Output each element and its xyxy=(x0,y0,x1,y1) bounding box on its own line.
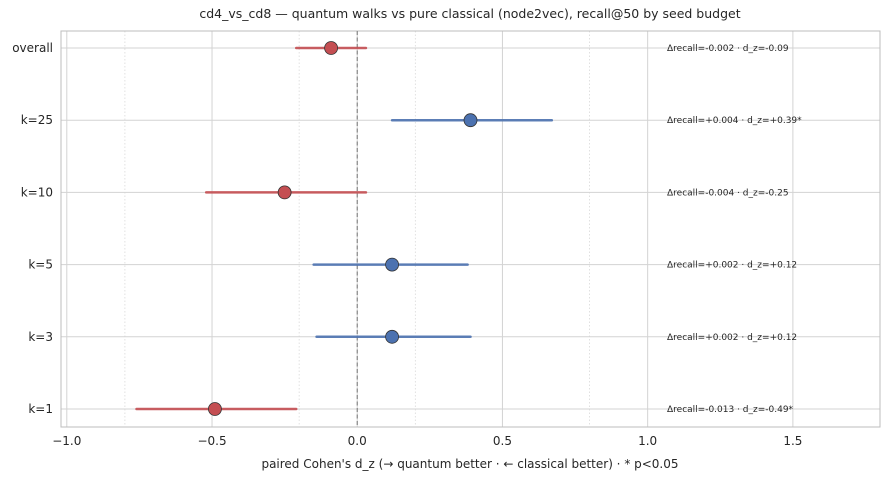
x-tick-label: 1.5 xyxy=(783,434,802,448)
effect-points xyxy=(208,41,478,416)
x-axis-ticks: −1.0 −0.5 0.0 0.5 1.0 1.5 xyxy=(52,434,802,448)
y-tick-label: k=1 xyxy=(28,402,53,416)
chart-title: cd4_vs_cd8 — quantum walks vs pure class… xyxy=(199,6,740,21)
effect-point-0 xyxy=(324,41,338,55)
x-tick-label: 1.0 xyxy=(638,434,657,448)
x-axis-label: paired Cohen's d_z (→ quantum better · ←… xyxy=(261,457,678,471)
x-tick-label: 0.5 xyxy=(493,434,512,448)
row-annotations: Δrecall=-0.002 · d_z=-0.09 Δrecall=+0.004… xyxy=(667,44,802,415)
row-annotation: Δrecall=-0.013 · d_z=-0.49* xyxy=(667,405,794,415)
major-gridlines xyxy=(61,31,880,427)
x-tick-label: 0.0 xyxy=(348,434,367,448)
y-axis-ticks: overall k=25 k=10 k=5 k=3 k=1 xyxy=(12,41,53,416)
y-tick-label: overall xyxy=(12,41,53,55)
effect-point-4 xyxy=(385,329,399,344)
effect-point-3 xyxy=(385,257,399,272)
plot-frame xyxy=(60,30,881,428)
confidence-intervals xyxy=(135,46,554,411)
effect-point-5 xyxy=(208,402,222,416)
x-tick-label: −0.5 xyxy=(197,434,226,448)
effect-point-2 xyxy=(277,185,292,200)
x-tick-label: −1.0 xyxy=(52,434,81,448)
row-annotation: Δrecall=+0.002 · d_z=+0.12 xyxy=(667,333,797,343)
y-tick-label: k=3 xyxy=(28,330,53,344)
minor-gridlines xyxy=(124,31,590,427)
y-tick-label: k=5 xyxy=(28,258,53,272)
row-annotation: Δrecall=+0.004 · d_z=+0.39* xyxy=(667,116,802,126)
row-annotation: Δrecall=-0.004 · d_z=-0.25 xyxy=(667,188,789,198)
row-annotation: Δrecall=-0.002 · d_z=-0.09 xyxy=(667,44,789,54)
row-annotation: Δrecall=+0.002 · d_z=+0.12 xyxy=(667,261,797,271)
y-tick-label: k=25 xyxy=(21,113,53,127)
effect-point-1 xyxy=(463,113,478,128)
y-tick-label: k=10 xyxy=(21,185,53,199)
